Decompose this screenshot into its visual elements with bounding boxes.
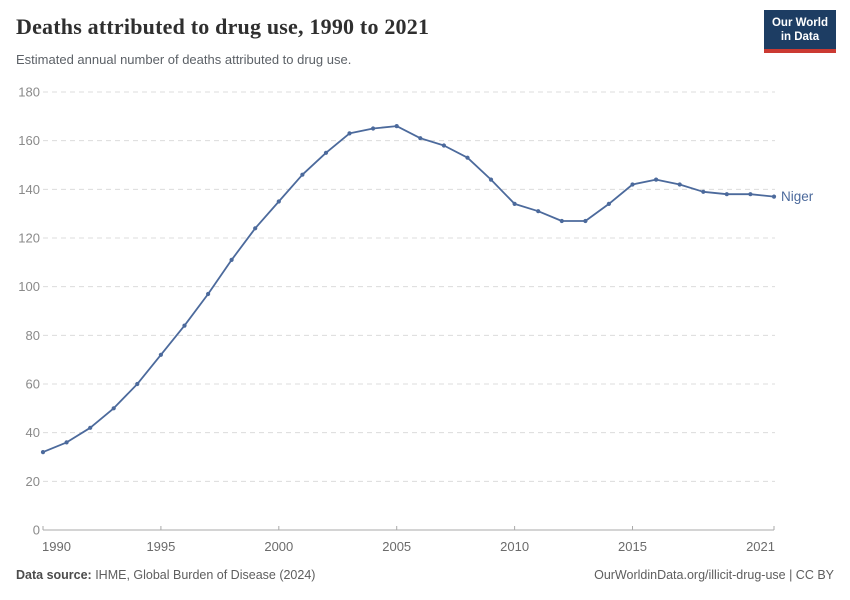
- chart-subtitle: Estimated annual number of deaths attrib…: [16, 52, 352, 67]
- y-tick-label: 140: [18, 182, 40, 197]
- data-point[interactable]: [441, 143, 446, 148]
- y-tick-label: 60: [26, 377, 40, 392]
- data-point[interactable]: [253, 226, 258, 231]
- y-tick-label: 80: [26, 328, 40, 343]
- data-source-value: IHME, Global Burden of Disease (2024): [91, 568, 316, 582]
- y-tick-label: 0: [33, 523, 40, 538]
- x-tick-label: 2010: [500, 539, 529, 554]
- x-tick-label: 2015: [618, 539, 647, 554]
- x-tick-label: 2021: [746, 539, 775, 554]
- y-tick-label: 40: [26, 425, 40, 440]
- data-point[interactable]: [677, 182, 682, 187]
- data-point[interactable]: [347, 131, 352, 136]
- x-tick-label: 2000: [264, 539, 293, 554]
- data-point[interactable]: [583, 218, 588, 224]
- owid-logo[interactable]: Our World in Data: [763, 10, 836, 53]
- data-point[interactable]: [701, 189, 706, 194]
- credit-link[interactable]: OurWorldinData.org/illicit-drug-use | CC…: [594, 568, 834, 582]
- x-tick-label: 2005: [382, 539, 411, 554]
- y-tick-label: 100: [18, 279, 40, 294]
- y-tick-label: 20: [26, 474, 40, 489]
- data-point[interactable]: [724, 192, 729, 197]
- data-point[interactable]: [488, 177, 494, 182]
- data-point[interactable]: [371, 126, 376, 131]
- data-point[interactable]: [64, 440, 69, 445]
- data-point[interactable]: [182, 323, 187, 328]
- data-point[interactable]: [418, 136, 423, 141]
- chart-footer: Data source: IHME, Global Burden of Dise…: [16, 568, 834, 582]
- y-tick-label: 120: [18, 231, 40, 246]
- data-point[interactable]: [654, 177, 659, 182]
- data-point[interactable]: [559, 218, 564, 224]
- page-title: Deaths attributed to drug use, 1990 to 2…: [16, 14, 430, 39]
- series-line[interactable]: [42, 125, 775, 453]
- owid-logo-line2: in Data: [780, 31, 820, 44]
- data-source: Data source: IHME, Global Burden of Dise…: [16, 568, 315, 582]
- data-point[interactable]: [158, 352, 163, 357]
- data-point[interactable]: [276, 199, 281, 204]
- x-tick-label: 1990: [42, 539, 71, 554]
- data-point[interactable]: [300, 172, 305, 177]
- data-point[interactable]: [135, 381, 140, 387]
- data-point[interactable]: [40, 450, 46, 455]
- data-point[interactable]: [394, 124, 399, 129]
- data-point[interactable]: [606, 201, 612, 206]
- data-point[interactable]: [111, 406, 116, 411]
- x-tick-label: 1995: [146, 539, 175, 554]
- data-point[interactable]: [323, 150, 329, 155]
- data-point[interactable]: [465, 155, 470, 160]
- data-point[interactable]: [229, 257, 234, 262]
- series-end-label[interactable]: Niger: [781, 189, 814, 204]
- owid-logo-line1: Our World: [771, 17, 828, 29]
- data-point[interactable]: [630, 182, 635, 187]
- data-point[interactable]: [748, 192, 753, 197]
- y-tick-label: 160: [18, 133, 40, 148]
- data-point[interactable]: [771, 194, 777, 199]
- data-point[interactable]: [536, 209, 541, 214]
- data-point[interactable]: [206, 291, 211, 297]
- y-tick-label: 180: [18, 85, 40, 100]
- data-source-label: Data source:: [16, 568, 92, 582]
- data-point[interactable]: [88, 425, 93, 430]
- data-point[interactable]: [512, 201, 517, 206]
